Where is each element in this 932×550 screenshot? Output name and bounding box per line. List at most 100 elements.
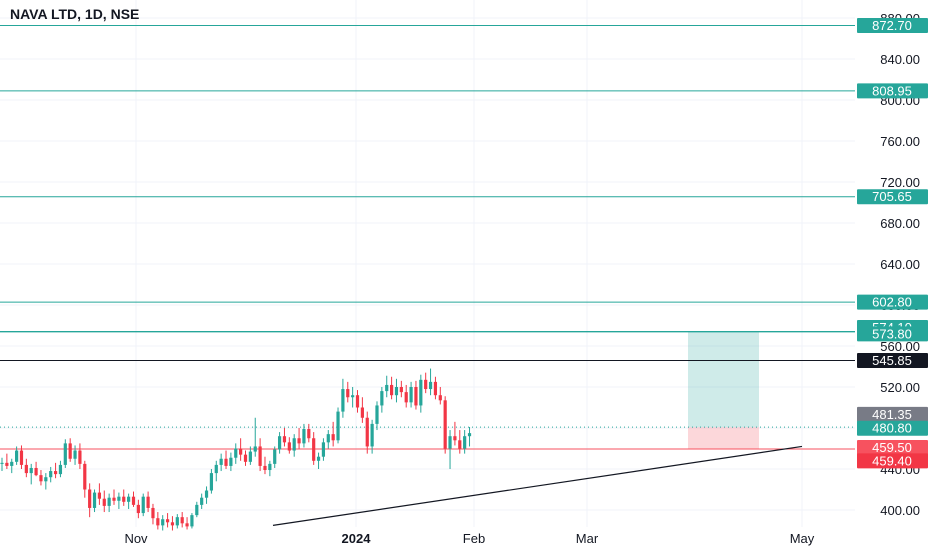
candle[interactable] — [5, 453, 9, 469]
candle[interactable] — [312, 432, 316, 465]
candle[interactable] — [302, 423, 306, 448]
candle[interactable] — [458, 430, 462, 454]
candle[interactable] — [146, 491, 150, 513]
candle[interactable] — [346, 381, 350, 403]
candle[interactable] — [239, 438, 243, 461]
support-trendline[interactable] — [272, 445, 803, 526]
candle[interactable] — [88, 483, 92, 518]
candle[interactable] — [394, 378, 399, 403]
candle[interactable] — [375, 401, 379, 431]
candle[interactable] — [409, 381, 413, 408]
candle[interactable] — [195, 501, 199, 518]
candle[interactable] — [433, 376, 438, 400]
candle[interactable] — [282, 428, 287, 447]
candle[interactable] — [151, 503, 155, 525]
candle[interactable] — [467, 426, 472, 447]
candle[interactable] — [380, 387, 384, 413]
candle[interactable] — [112, 489, 116, 505]
candle[interactable] — [44, 473, 48, 490]
candle[interactable] — [29, 463, 33, 485]
candle[interactable] — [185, 517, 189, 530]
candle[interactable] — [214, 460, 218, 482]
candle[interactable] — [277, 432, 282, 454]
candle[interactable] — [428, 368, 433, 396]
candle[interactable] — [292, 434, 296, 457]
candle[interactable] — [170, 516, 175, 531]
candle[interactable] — [180, 512, 184, 528]
candle[interactable] — [258, 438, 262, 472]
candle[interactable] — [0, 457, 4, 472]
candle[interactable] — [117, 492, 121, 509]
candle[interactable] — [404, 384, 408, 408]
candle[interactable] — [321, 438, 326, 461]
candle[interactable] — [287, 437, 291, 454]
candle[interactable] — [253, 417, 257, 457]
candle[interactable] — [365, 411, 369, 454]
candle[interactable] — [399, 380, 403, 398]
candle[interactable] — [385, 375, 389, 398]
candle[interactable] — [83, 460, 87, 498]
candle[interactable] — [34, 461, 38, 477]
candle[interactable] — [175, 514, 179, 529]
candle[interactable] — [263, 456, 267, 475]
candle[interactable] — [360, 397, 364, 423]
candle[interactable] — [58, 460, 63, 478]
candle[interactable] — [307, 423, 311, 443]
candle[interactable] — [78, 443, 82, 469]
candle[interactable] — [200, 493, 204, 509]
candle[interactable] — [127, 493, 131, 509]
candle[interactable] — [224, 450, 228, 469]
candle[interactable] — [209, 469, 214, 494]
candle[interactable] — [204, 486, 209, 504]
candle[interactable] — [49, 466, 53, 483]
target-zone[interactable] — [688, 331, 759, 428]
candle[interactable] — [351, 387, 355, 408]
candle[interactable] — [316, 452, 321, 469]
candle[interactable] — [156, 512, 160, 530]
candle[interactable] — [463, 430, 467, 454]
candle[interactable] — [97, 483, 101, 505]
candle[interactable] — [448, 430, 452, 469]
candle[interactable] — [107, 493, 111, 513]
candle[interactable] — [10, 458, 14, 474]
trendline[interactable] — [272, 445, 803, 526]
candle[interactable] — [273, 446, 277, 468]
candle[interactable] — [165, 513, 170, 528]
candle[interactable] — [24, 458, 28, 478]
candle[interactable] — [336, 407, 340, 444]
candle[interactable] — [190, 513, 194, 529]
candle[interactable] — [424, 372, 428, 394]
candle[interactable] — [331, 421, 335, 447]
candle[interactable] — [19, 445, 24, 469]
candle[interactable] — [326, 430, 330, 449]
candle[interactable] — [419, 374, 423, 413]
candle[interactable] — [370, 419, 374, 454]
candle[interactable] — [414, 380, 418, 410]
candle[interactable] — [297, 428, 301, 449]
candle[interactable] — [161, 515, 165, 531]
candle[interactable] — [438, 387, 442, 405]
candle[interactable] — [141, 493, 145, 517]
candle[interactable] — [122, 489, 126, 506]
candle[interactable] — [453, 421, 457, 446]
candle[interactable] — [390, 376, 394, 400]
candle[interactable] — [68, 438, 72, 462]
candle[interactable] — [73, 445, 77, 465]
candle[interactable] — [341, 378, 345, 418]
candle[interactable] — [268, 460, 272, 477]
candles[interactable] — [0, 368, 472, 531]
stop-zone[interactable] — [688, 427, 759, 450]
candle[interactable] — [92, 489, 97, 513]
candle[interactable] — [136, 499, 140, 519]
candle[interactable] — [443, 396, 447, 454]
candle[interactable] — [355, 390, 360, 413]
candle[interactable] — [219, 453, 223, 472]
candle[interactable] — [63, 439, 67, 468]
candle[interactable] — [15, 446, 19, 465]
candle[interactable] — [229, 452, 233, 472]
candle[interactable] — [102, 490, 106, 513]
candle[interactable] — [234, 443, 238, 464]
candle[interactable] — [243, 450, 248, 466]
candle[interactable] — [248, 446, 252, 465]
